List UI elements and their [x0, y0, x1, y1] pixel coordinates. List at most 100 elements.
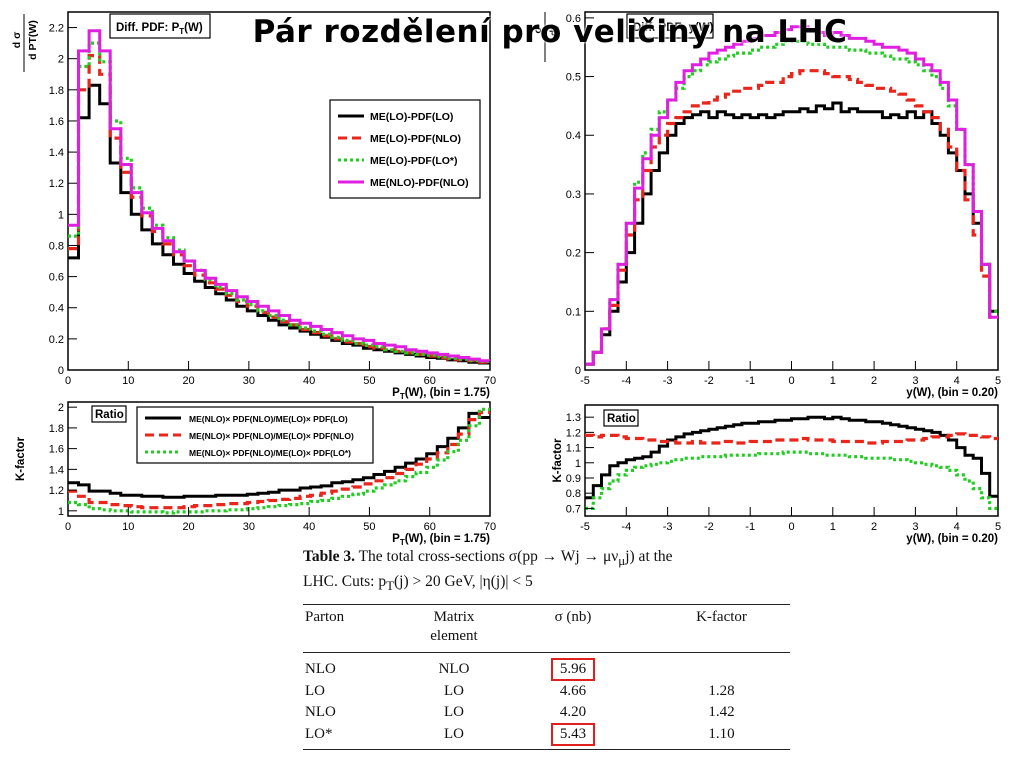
x-tick-label: -3: [663, 375, 673, 387]
y-tick-label: 0.2: [49, 334, 64, 346]
series-line: [585, 415, 998, 500]
table-row: NLO LO 4.20 1.42: [303, 702, 790, 723]
y-tick-label: 1.1: [566, 443, 581, 455]
table-row: LO* LO 5.43 1.10: [303, 723, 790, 750]
x-tick-label: 0: [788, 521, 794, 533]
y-axis-label-den: dy: [548, 24, 560, 36]
y-tick-label: 1.8: [49, 85, 64, 97]
caption-sub-mu: μ: [618, 553, 626, 569]
legend-entry: ME(NLO)× PDF(NLO)/ME(LO)× PDF(LO*): [189, 448, 351, 458]
y-axis-label: K-factor: [15, 436, 27, 481]
x-tick-label: 3: [912, 375, 918, 387]
x-tick-label: 20: [182, 521, 194, 533]
header-k-factor: K-factor: [653, 604, 790, 653]
caption-text-1-end: j) at the: [625, 548, 673, 565]
x-tick-label: -1: [745, 521, 755, 533]
x-tick-label: 20: [182, 375, 194, 387]
x-tick-label: 40: [303, 375, 315, 387]
x-axis-label: PT(W), (bin = 1.75): [392, 533, 490, 547]
cell-sigma: 4.66: [559, 683, 587, 699]
cell-sigma: 4.20: [559, 704, 587, 720]
cell-matrix: NLO: [438, 661, 470, 677]
x-tick-label: 5: [995, 521, 1001, 533]
x-tick-label: 60: [424, 521, 436, 533]
y-axis-label: K-factor: [552, 438, 564, 483]
slide-title: Pár rozdělení pro veličiny na LHC: [252, 14, 848, 50]
cell-k: 1.28: [708, 683, 735, 699]
x-tick-label: 70: [484, 521, 496, 533]
chart-title: Diff. PDF: PT(W): [116, 22, 203, 36]
header-matrix-text: Matrix element: [430, 609, 478, 644]
series-line: [585, 25, 998, 366]
y-tick-label: 1: [575, 458, 581, 470]
chart-title: Ratio: [95, 409, 124, 421]
y-tick-label: 2: [58, 54, 64, 66]
y-axis-label-num: σ: [532, 26, 544, 33]
y-tick-label: 0.9: [566, 473, 581, 485]
y-axis-label-den: d PT(W): [27, 20, 39, 60]
x-axis-label: PT(W), (bin = 1.75): [392, 387, 490, 401]
cell-parton: LO: [305, 683, 325, 699]
chart-title: Ratio: [607, 413, 636, 425]
x-tick-label: -4: [621, 375, 631, 387]
series-line: [68, 29, 490, 363]
chart-pt_ratio: 0 10 20 30 40 50 60 70 1 1.2 1.4 1.6 1.8 2 PT(W), (bin…: [15, 401, 496, 547]
header-parton: Parton: [303, 604, 415, 653]
title-box: [109, 13, 211, 39]
y-tick-label: 1.8: [49, 423, 64, 435]
legend-entry: ME(NLO)× PDF(NLO)/ME(LO)× PDF(NLO): [189, 431, 354, 441]
x-tick-label: 30: [243, 375, 255, 387]
x-tick-label: 50: [363, 375, 375, 387]
x-tick-label: -2: [704, 375, 714, 387]
y-tick-label: 0.4: [49, 303, 64, 315]
cross-section-table: Parton Matrix element σ (nb) K-factor NL…: [303, 604, 790, 750]
cell-parton: NLO: [305, 704, 336, 720]
x-tick-label: 1: [830, 375, 836, 387]
x-tick-label: -3: [663, 521, 673, 533]
title-box: [626, 13, 714, 39]
table-body: NLO NLO 5.96 LO LO 4.66 1.28 NLO LO 4.20 1.42 LO* LO…: [303, 653, 790, 750]
x-tick-label: 5: [995, 375, 1001, 387]
series-line: [585, 432, 998, 445]
x-tick-label: 10: [122, 521, 134, 533]
cell-parton: NLO: [305, 661, 336, 677]
y-tick-label: 1.6: [49, 444, 64, 456]
cell-k: 1.10: [653, 723, 790, 750]
cell-sigma: 5.96: [493, 653, 653, 681]
title-box: [603, 409, 639, 427]
y-tick-label: 0: [58, 365, 64, 377]
caption-text-1: The total cross-sections σ(pp → Wj → μν: [354, 548, 619, 565]
y-tick-label: 0.2: [566, 248, 581, 260]
x-tick-label: 1: [830, 521, 836, 533]
y-tick-label: 1.2: [566, 427, 581, 439]
cell-parton: LO*: [303, 723, 415, 750]
x-tick-label: -5: [580, 521, 590, 533]
x-axis-label: y(W), (bin = 0.20): [906, 387, 998, 399]
x-tick-label: 4: [954, 375, 960, 387]
x-tick-label: -1: [745, 375, 755, 387]
x-tick-label: -5: [580, 375, 590, 387]
y-tick-label: 0.8: [49, 240, 64, 252]
y-tick-label: 1.4: [49, 147, 64, 159]
y-tick-label: 0.6: [49, 272, 64, 284]
table-caption: Table 3. The total cross-sections σ(pp →…: [303, 546, 803, 596]
header-matrix-element: Matrix element: [415, 604, 493, 653]
x-tick-label: 10: [122, 375, 134, 387]
plot-frame: [584, 11, 999, 371]
legend-entry: ME(NLO)-PDF(NLO): [370, 177, 469, 189]
series-line: [68, 407, 490, 515]
series-line: [68, 411, 490, 499]
cell-matrix: LO: [415, 723, 493, 750]
table-row: NLO NLO 5.96: [303, 653, 790, 681]
x-tick-label: 70: [484, 375, 496, 387]
x-tick-label: 0: [65, 521, 71, 533]
x-tick-label: 40: [303, 521, 315, 533]
legend-entry: ME(LO)-PDF(NLO): [370, 133, 461, 145]
y-tick-label: 1.3: [566, 412, 581, 424]
chart-pt_distribution: 0 10 20 30 40 50 60 70 0 0.2 0.4 0.6 0.8 1 1.2 1.4 1.6 1.…: [11, 11, 496, 401]
y-tick-label: 0.3: [566, 189, 581, 201]
x-tick-label: 2: [871, 521, 877, 533]
y-tick-label: 0: [575, 365, 581, 377]
x-tick-label: 0: [65, 375, 71, 387]
cell-sigma: 5.43: [493, 723, 653, 750]
